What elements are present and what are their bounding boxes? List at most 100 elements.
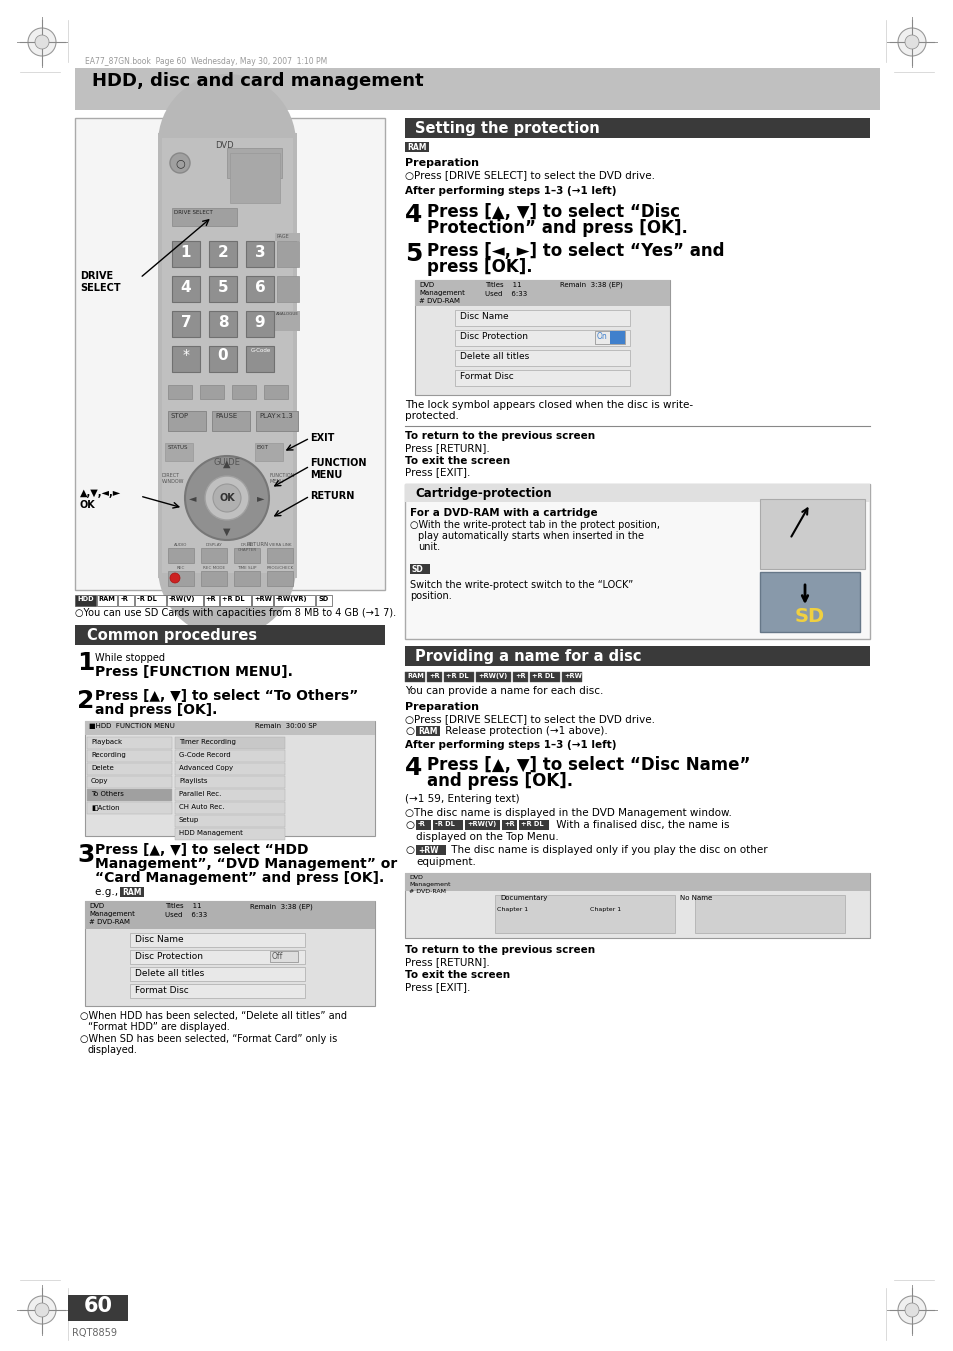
Bar (405, 873, 869, 938)
Text: Press [FUNCTION MENU].: Press [FUNCTION MENU]. (95, 665, 293, 680)
Bar (267, 571, 293, 586)
Text: ►: ► (257, 493, 265, 503)
Bar (220, 594, 251, 607)
Text: ○When SD has been selected, “Format Card” only is: ○When SD has been selected, “Format Card… (80, 1034, 337, 1044)
Text: Chapter 1: Chapter 1 (589, 907, 620, 912)
Text: -R: -R (120, 596, 128, 603)
Bar (405, 118, 869, 138)
Text: +R: +R (206, 596, 216, 603)
Bar (255, 411, 297, 431)
Text: REC: REC (176, 566, 185, 570)
Text: SELECT: SELECT (80, 282, 120, 293)
Bar (264, 385, 288, 399)
Text: Cartridge-protection: Cartridge-protection (415, 486, 551, 500)
Bar (174, 738, 285, 748)
Text: 7: 7 (180, 315, 192, 330)
Bar (518, 820, 548, 830)
Text: Preparation: Preparation (405, 158, 478, 168)
Bar (227, 149, 282, 178)
Text: ○With the write-protect tab in the protect position,: ○With the write-protect tab in the prote… (410, 520, 659, 530)
Text: e.g.,: e.g., (95, 888, 121, 897)
Bar (174, 763, 285, 775)
Text: Disc Protection: Disc Protection (135, 952, 203, 961)
Circle shape (158, 74, 295, 212)
Text: Playback: Playback (91, 739, 122, 744)
Text: STOP: STOP (171, 413, 189, 419)
Text: 4: 4 (405, 203, 422, 227)
Text: Used    6:33: Used 6:33 (484, 290, 527, 297)
Text: 5: 5 (405, 242, 422, 266)
Circle shape (904, 1302, 918, 1317)
Text: Management: Management (418, 290, 464, 296)
Text: FUNCTION: FUNCTION (310, 458, 366, 467)
Bar (276, 240, 298, 267)
Text: -R DL: -R DL (435, 821, 455, 827)
Text: Documentary: Documentary (499, 894, 547, 901)
Bar (85, 901, 375, 929)
Bar (443, 671, 474, 682)
Bar (201, 549, 227, 563)
Text: To return to the previous screen: To return to the previous screen (405, 431, 595, 440)
Bar (172, 276, 200, 303)
Text: +R DL: +R DL (446, 673, 468, 680)
Text: Playlists: Playlists (179, 778, 208, 784)
Circle shape (170, 153, 190, 173)
Bar (87, 738, 172, 748)
Text: “Card Management” and press [OK].: “Card Management” and press [OK]. (95, 871, 384, 885)
Text: RAM: RAM (122, 888, 141, 897)
Bar (172, 208, 236, 226)
Text: Remain  3:38 (EP): Remain 3:38 (EP) (559, 282, 622, 289)
Text: displayed.: displayed. (88, 1046, 138, 1055)
Text: Providing a name for a disc: Providing a name for a disc (415, 648, 640, 663)
Bar (246, 240, 274, 267)
Bar (130, 950, 305, 965)
Text: +RW: +RW (417, 846, 438, 855)
Text: Common procedures: Common procedures (87, 628, 257, 643)
Text: Delete all titles: Delete all titles (459, 353, 529, 361)
Bar (513, 671, 527, 682)
Bar (232, 385, 255, 399)
Circle shape (897, 1296, 925, 1324)
Text: RAM: RAM (407, 143, 426, 153)
Bar (427, 671, 441, 682)
Text: Format Disc: Format Disc (135, 986, 189, 994)
Bar (174, 828, 285, 840)
Text: OK: OK (219, 493, 234, 503)
Bar (174, 775, 285, 788)
Bar (162, 138, 293, 573)
Bar (165, 443, 193, 461)
Bar (464, 820, 499, 830)
Bar (209, 240, 236, 267)
Text: ◧Action: ◧Action (91, 804, 119, 811)
Text: DRIVE: DRIVE (80, 272, 113, 281)
Text: To exit the screen: To exit the screen (405, 457, 510, 466)
Bar (174, 750, 285, 762)
Circle shape (205, 476, 249, 520)
Bar (174, 802, 285, 815)
Text: Setting the protection: Setting the protection (415, 122, 599, 136)
Text: ○: ○ (405, 844, 414, 855)
Text: 3: 3 (254, 245, 265, 259)
Bar (168, 549, 193, 563)
Bar (276, 276, 298, 303)
Text: RAM: RAM (417, 727, 437, 736)
Text: Release protection (→1 above).: Release protection (→1 above). (441, 725, 607, 736)
Text: HDD: HDD (77, 596, 93, 603)
Bar (274, 311, 299, 331)
Text: ◄: ◄ (189, 493, 196, 503)
Bar (476, 671, 511, 682)
Text: EXIT: EXIT (310, 434, 334, 443)
Text: PAUSE: PAUSE (214, 413, 237, 419)
Text: +R: +R (429, 673, 439, 680)
Text: REC MODE: REC MODE (203, 566, 225, 570)
Bar (158, 132, 296, 578)
Bar (75, 594, 95, 607)
Text: Press [EXIT].: Press [EXIT]. (405, 467, 470, 477)
Text: SD: SD (794, 607, 824, 626)
Text: PROG/CHECK: PROG/CHECK (266, 566, 294, 570)
Bar (416, 725, 439, 736)
Bar (405, 671, 424, 682)
Text: RETURN: RETURN (247, 542, 269, 547)
Text: Delete: Delete (91, 765, 113, 771)
Text: While stopped: While stopped (95, 653, 165, 663)
